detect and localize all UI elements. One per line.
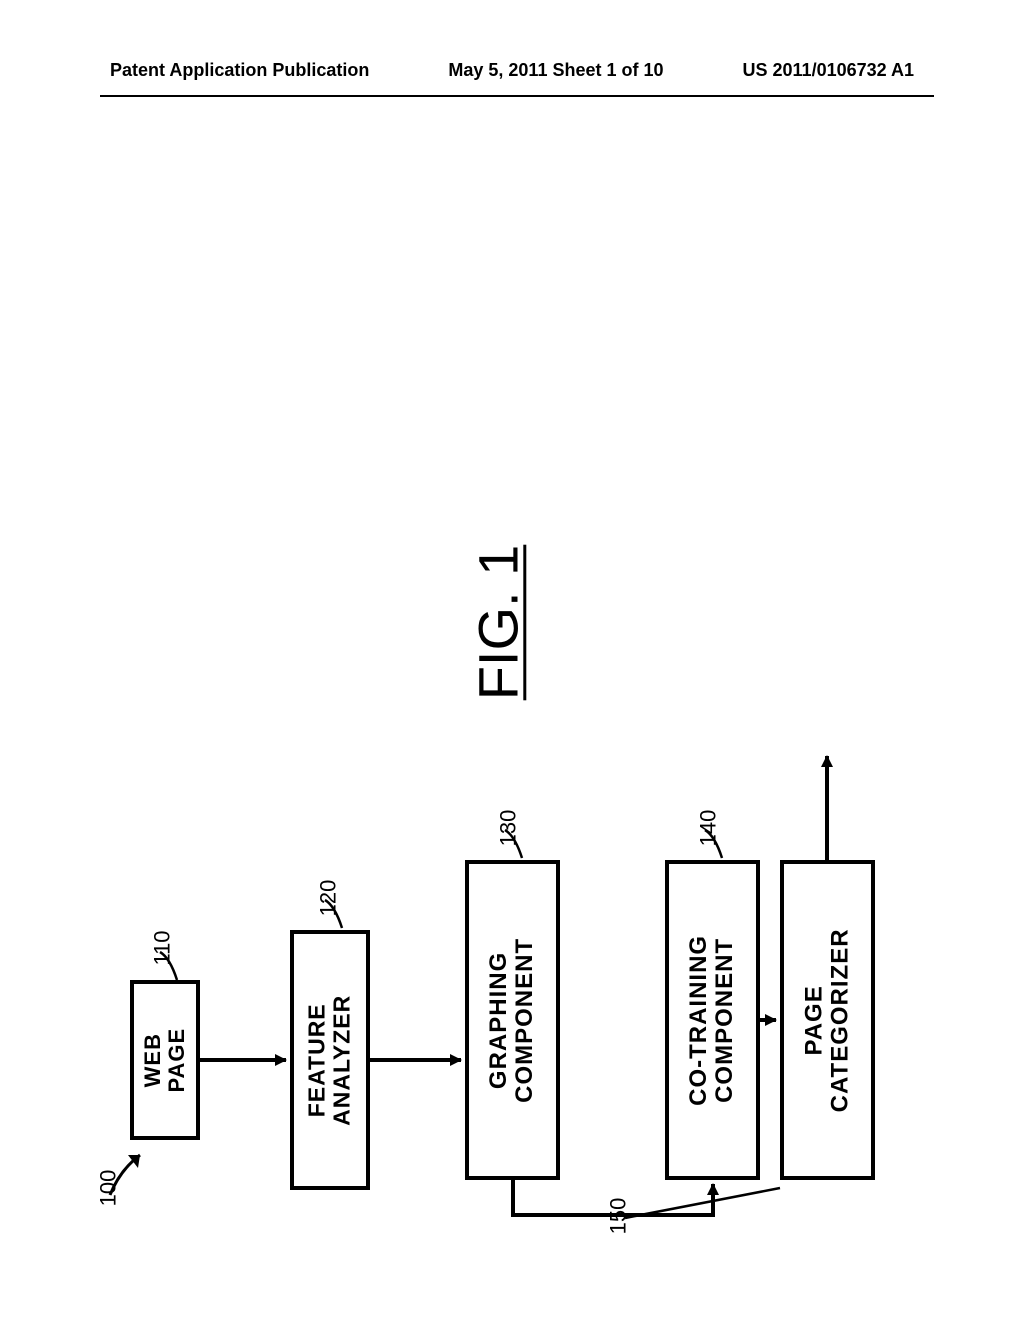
co-training-component-line2: COMPONENT [713,935,739,1106]
web-page-line1: WEB [141,1028,165,1093]
system-ref-label: 100 [95,1170,121,1207]
feature-analyzer-ref: 120 [315,880,341,917]
header-left: Patent Application Publication [110,60,369,81]
graphing-component-ref: 130 [495,810,521,847]
co-training-component-ref: 140 [695,810,721,847]
header-divider [100,95,934,97]
graphing-component-line2: COMPONENT [513,938,539,1103]
web-page-ref: 110 [150,930,176,965]
page-categorizer-box: PAGE CATEGORIZER [780,860,875,1180]
page-categorizer-ref: 150 [605,1198,631,1235]
graphing-component-line1: GRAPHING [486,938,512,1103]
feature-analyzer-line1: FEATURE [305,994,330,1125]
feature-analyzer-line2: ANALYZER [330,994,355,1125]
header-center: May 5, 2011 Sheet 1 of 10 [448,60,663,81]
web-page-line2: PAGE [165,1028,189,1093]
page-categorizer-lead-icon [615,1180,795,1220]
diagram-area: 100 WEB PAGE 110 FEATURE ANALYZER 120 GR… [110,140,910,1240]
page-header: Patent Application Publication May 5, 20… [0,60,1024,81]
figure-label: FIG. 1 [465,545,530,701]
page-categorizer-line1: PAGE [801,928,827,1112]
graphing-component-box: GRAPHING COMPONENT [465,860,560,1180]
header-right: US 2011/0106732 A1 [743,60,914,81]
co-training-component-box: CO-TRAINING COMPONENT [665,860,760,1180]
co-training-component-line1: CO-TRAINING [686,935,712,1106]
web-page-box: WEB PAGE [130,980,200,1140]
feature-analyzer-box: FEATURE ANALYZER [290,930,370,1190]
page-categorizer-line2: CATEGORIZER [828,928,854,1112]
